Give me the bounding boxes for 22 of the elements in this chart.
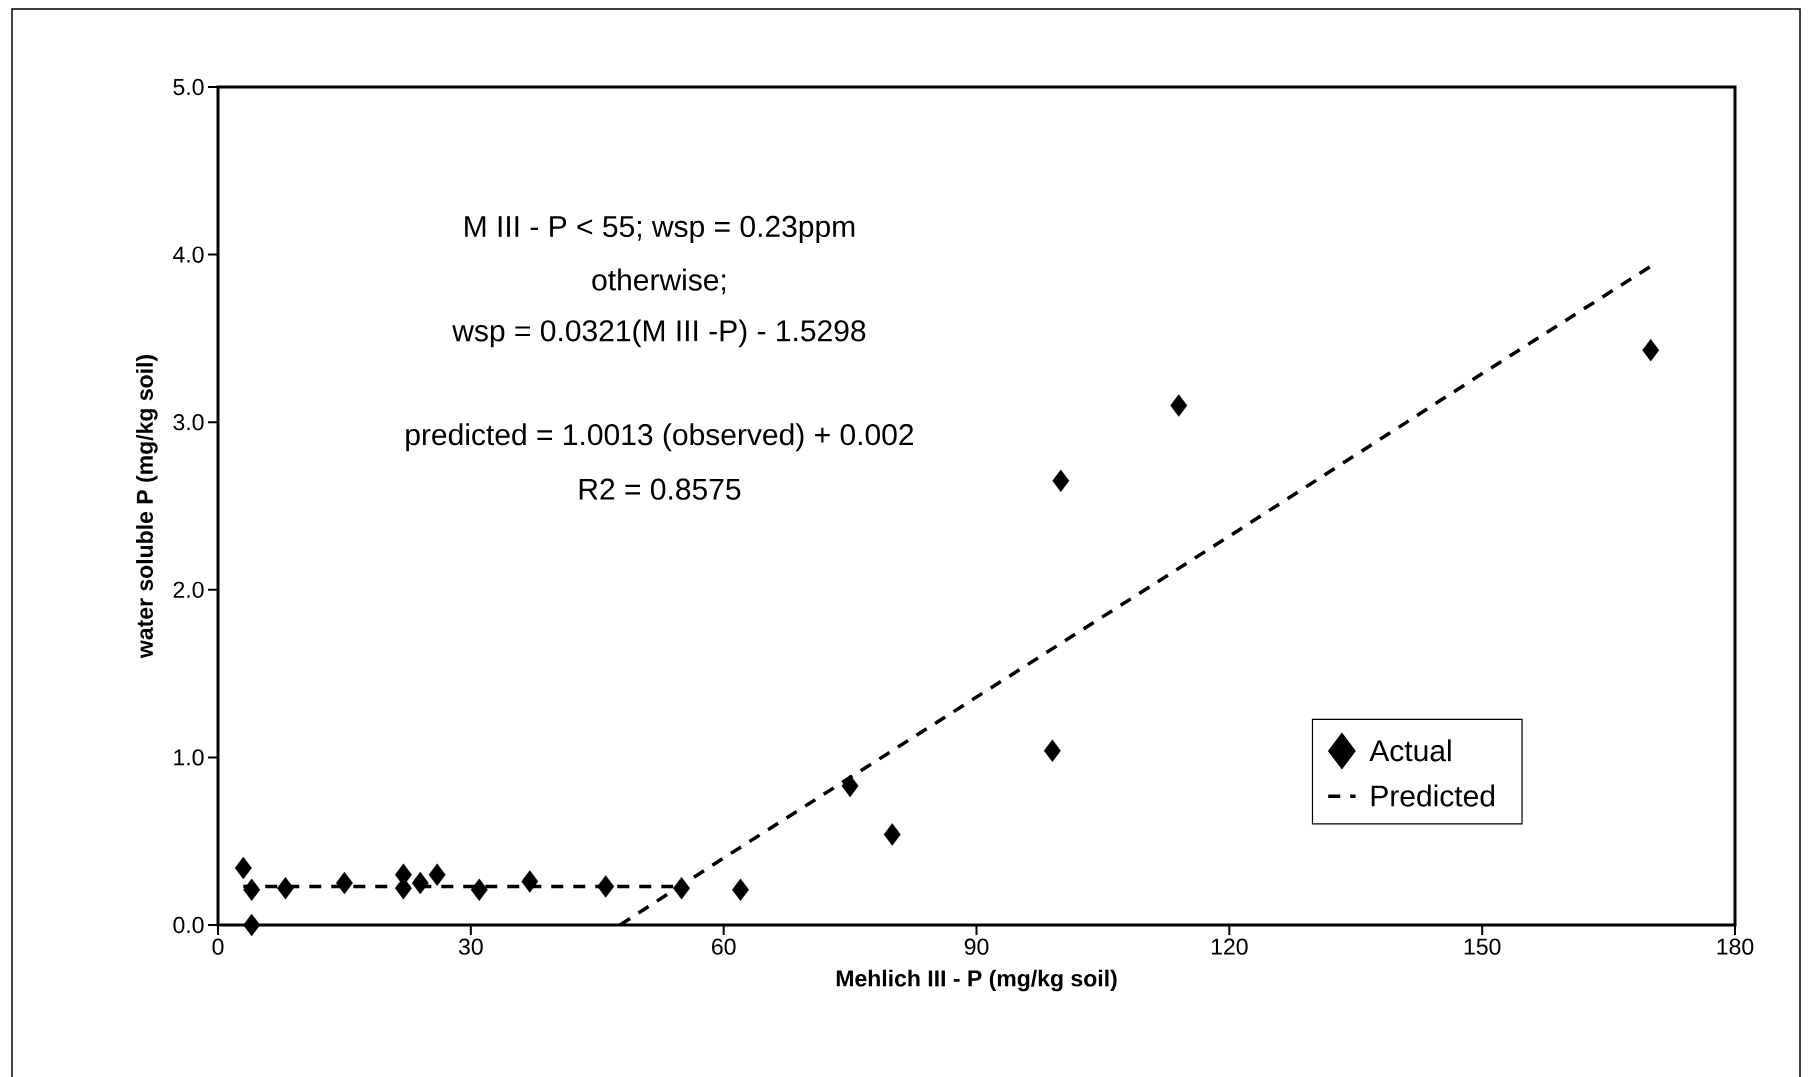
x-axis-title: Mehlich III - P (mg/kg soil): [836, 969, 1117, 992]
annotation: M III - P < 55; wsp = 0.23ppm: [465, 215, 855, 244]
annotation: predicted = 1.0013 (observed) + 0.002: [406, 423, 914, 452]
annotation: otherwise;: [592, 268, 726, 295]
annotation: wsp = 0.0321(M III -P) - 1.5298: [452, 319, 866, 348]
y-tick-label: 2.0: [173, 581, 204, 598]
y-tick-label: 0.0: [173, 916, 204, 934]
y-tick-label: 4.0: [173, 246, 204, 263]
x-tick-label: 150: [1464, 938, 1501, 955]
x-tick-label: 30: [458, 938, 483, 955]
y-tick-label: 5.0: [173, 78, 204, 96]
x-tick-label: 60: [712, 938, 736, 955]
annotation: R2 = 0.8575: [579, 478, 741, 500]
y-axis-title: water soluble P (mg/kg soil): [136, 355, 158, 659]
y-tick-label: 1.0: [174, 749, 204, 766]
y-tick-label: 3.0: [173, 414, 204, 431]
legend-label: Actual: [1369, 739, 1451, 762]
x-tick-label: 90: [964, 938, 989, 955]
legend-label: Predicted: [1371, 784, 1495, 807]
x-tick-label: 180: [1717, 938, 1754, 955]
x-tick-label: 120: [1211, 938, 1248, 955]
x-tick-label: 0: [212, 938, 224, 955]
